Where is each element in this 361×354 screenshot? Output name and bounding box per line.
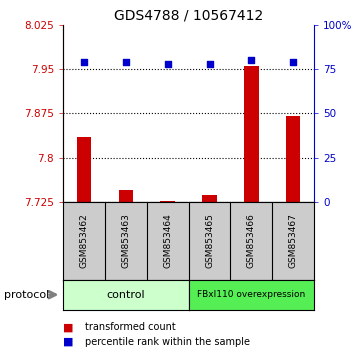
Text: protocol: protocol	[4, 290, 49, 300]
Point	[290, 59, 296, 65]
Point	[206, 61, 212, 67]
Text: transformed count: transformed count	[85, 322, 175, 332]
Text: GSM853462: GSM853462	[79, 213, 88, 268]
Text: GSM853463: GSM853463	[121, 213, 130, 268]
Bar	[286, 116, 300, 202]
Text: control: control	[106, 290, 145, 300]
Point	[165, 61, 171, 67]
Point	[123, 59, 129, 65]
Text: FBxl110 overexpression: FBxl110 overexpression	[197, 290, 305, 299]
Bar	[244, 66, 259, 202]
Text: GSM853464: GSM853464	[163, 213, 172, 268]
Point	[81, 59, 87, 65]
Title: GDS4788 / 10567412: GDS4788 / 10567412	[114, 8, 263, 22]
Text: GSM853466: GSM853466	[247, 213, 256, 268]
Text: GSM853465: GSM853465	[205, 213, 214, 268]
Bar	[202, 195, 217, 202]
Bar	[77, 137, 91, 202]
Text: ■: ■	[63, 337, 74, 347]
Text: GSM853467: GSM853467	[289, 213, 298, 268]
Text: percentile rank within the sample: percentile rank within the sample	[85, 337, 250, 347]
Bar	[160, 201, 175, 202]
Point	[248, 57, 254, 63]
Bar	[118, 190, 133, 202]
Text: ■: ■	[63, 322, 74, 332]
